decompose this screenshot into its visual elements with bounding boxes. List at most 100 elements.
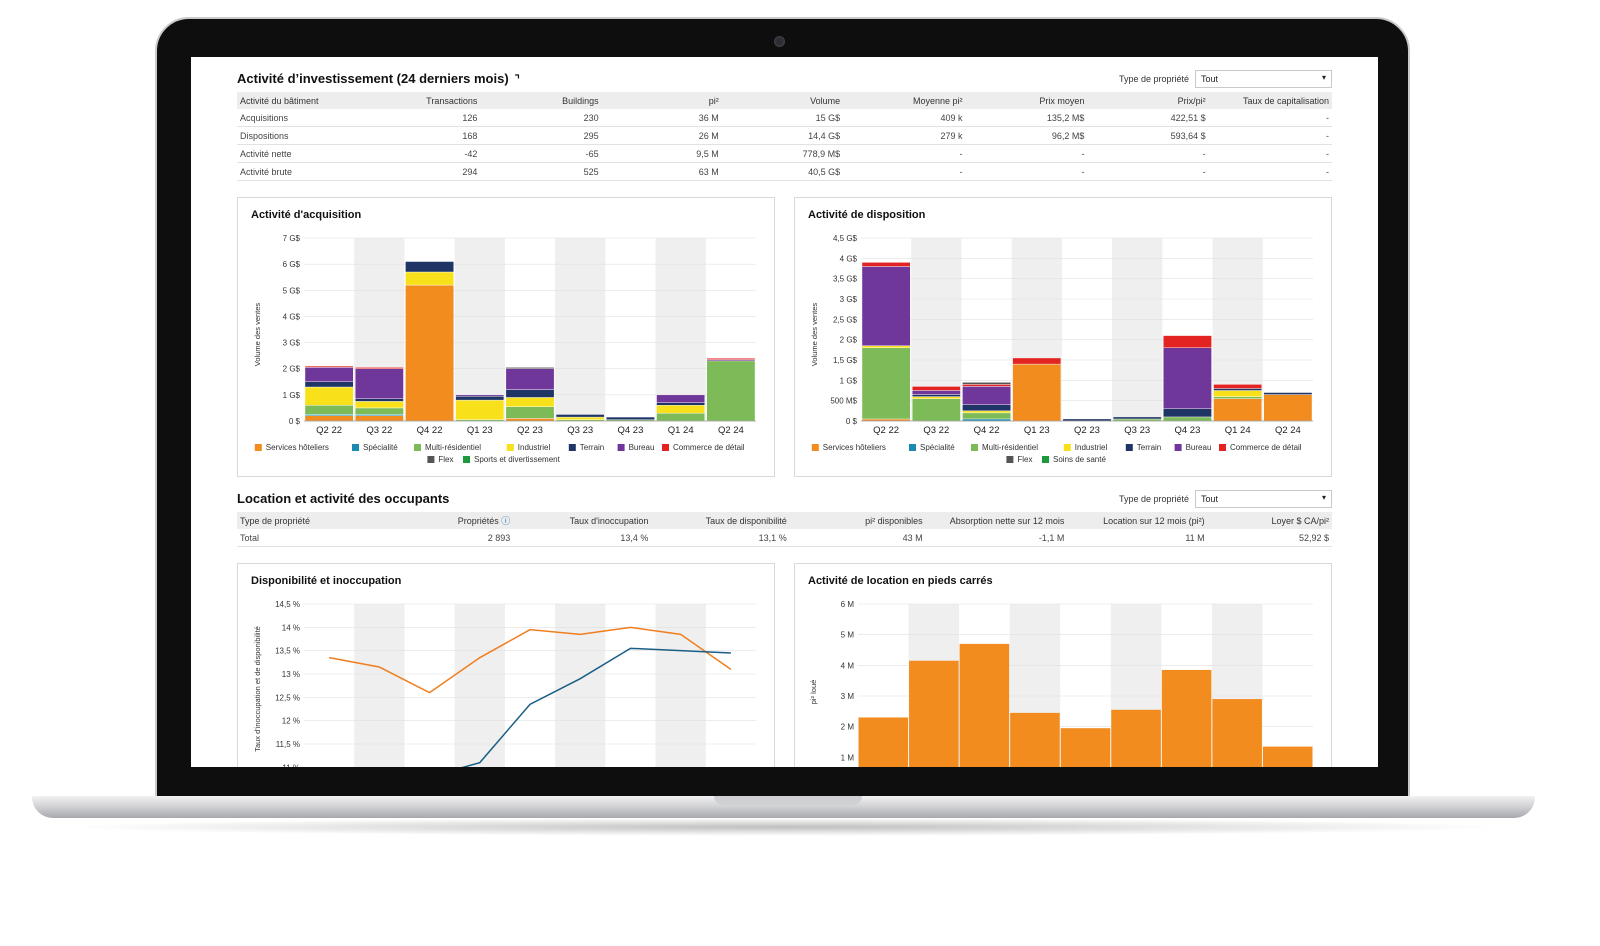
investment-cell: 294 — [387, 162, 481, 181]
bar-segment — [304, 415, 354, 422]
legend-label: Bureau — [629, 443, 655, 452]
leasing-col-header[interactable]: Taux d'inoccupation — [513, 512, 652, 529]
laptop-notch — [714, 796, 862, 805]
x-tick-label: Q3 22 — [366, 425, 392, 436]
leasing-row[interactable]: Total 2 893 13,4 % 13,1 % 43 M -1,1 M 11 M 52,9… — [237, 529, 1332, 547]
investment-col-header[interactable]: pi² — [601, 92, 722, 109]
investment-col-header[interactable]: Volume — [721, 92, 844, 109]
investment-table: Activité du bâtiment Transactions Building… — [237, 92, 1332, 181]
investment-cell: - — [1208, 144, 1332, 163]
bar-segment — [912, 394, 961, 397]
investment-cell: - — [1208, 162, 1332, 181]
bar-segment — [656, 412, 705, 422]
investment-row[interactable]: Activité nette -42 -65 9,5 M 778,9 M$ - - - - — [237, 144, 1332, 163]
chart-band — [1112, 238, 1163, 421]
series-line — [328, 626, 732, 694]
y-tick-label: 3 G$ — [840, 295, 858, 304]
investment-col-header[interactable]: Taux de capitalisation — [1208, 92, 1332, 109]
legend-swatch — [1174, 444, 1182, 451]
leasing-col-header[interactable]: Taux de disponibilité — [651, 512, 790, 529]
investment-select-value: Tout — [1201, 74, 1219, 84]
legend-swatch — [506, 444, 514, 451]
leasing-sf-card: Activité de location en pieds carrés 1 M… — [794, 563, 1332, 767]
lease-bar — [1060, 728, 1111, 767]
investment-col-header[interactable]: Activité du bâtiment — [237, 92, 388, 109]
chart-band — [454, 604, 505, 767]
legend-label: Services hôteliers — [823, 443, 886, 452]
y-tick-label: 1,5 G$ — [833, 356, 858, 365]
investment-property-select[interactable]: Tout ▾ — [1195, 70, 1332, 88]
chart-band — [555, 238, 606, 421]
investment-cell: - — [1087, 162, 1209, 181]
investment-row[interactable]: Acquisitions 126 230 36 M 15 G$ 409 k 135,2 M$… — [237, 109, 1332, 127]
leasing-col-header[interactable]: Loyer $ CA/pi² — [1207, 512, 1332, 529]
legend-swatch — [568, 444, 576, 451]
x-tick-label: Q4 23 — [617, 425, 643, 436]
series-line — [461, 647, 731, 767]
bar-segment — [505, 389, 555, 398]
y-tick-label: 7 G$ — [283, 234, 301, 243]
investment-col-header[interactable]: Transactions — [387, 92, 481, 109]
corner-up-right-icon[interactable]: ⌝ — [514, 74, 520, 86]
legend-label: Industriel — [1075, 443, 1108, 452]
investment-cell: Activité brute — [237, 162, 388, 181]
y-tick-label: 6 G$ — [283, 260, 301, 269]
legend-label: Services hôteliers — [266, 443, 329, 452]
investment-cell: - — [1208, 109, 1332, 127]
bar-segment — [355, 401, 404, 409]
investment-cell: -42 — [387, 144, 481, 163]
bar-segment — [1263, 394, 1313, 422]
investment-col-header[interactable]: Buildings — [480, 92, 602, 109]
bar-segment — [1213, 396, 1262, 399]
y-tick-label: 2 M — [841, 723, 855, 732]
leasing-col-header[interactable]: Propriétés ⓘ — [412, 512, 514, 529]
investment-col-header[interactable]: Moyenne pi² — [843, 92, 966, 109]
acquisition-card: Activité d'acquisition 0 $ 1 G$ 2 G$ 3 G$ 4 … — [237, 197, 775, 477]
leasing-col-header[interactable]: Absorption nette sur 12 mois — [925, 512, 1068, 529]
lease-bar — [1161, 669, 1212, 767]
bar-segment — [861, 266, 911, 346]
investment-col-header[interactable]: Prix/pi² — [1087, 92, 1209, 109]
y-tick-label: 5 G$ — [283, 286, 301, 295]
bar-segment — [861, 347, 911, 420]
chart-band — [655, 238, 706, 421]
bar-segment — [304, 405, 354, 415]
y-tick-label: 14 % — [282, 623, 300, 632]
legend-label: Flex — [438, 455, 453, 464]
leasing-sf-chart: 1 M 2 M 3 M 4 M 5 M 6 M pi² loué — [809, 600, 1313, 767]
leasing-col-header[interactable]: Location sur 12 mois (pi²) — [1067, 512, 1208, 529]
leasing-property-select[interactable]: Tout ▾ — [1195, 490, 1332, 508]
leasing-select-value: Tout — [1201, 494, 1219, 504]
bar-segment — [912, 398, 961, 422]
investment-row[interactable]: Dispositions 168 295 26 M 14,4 G$ 279 k 96,2 M… — [237, 126, 1332, 145]
bar-segment — [355, 407, 404, 415]
chart-band — [454, 238, 505, 421]
x-tick-label: Q2 24 — [718, 425, 744, 436]
bar-segment — [304, 367, 354, 382]
lease-bar — [1010, 712, 1060, 767]
leasing-col-header[interactable]: pi² disponibles — [789, 512, 926, 529]
x-tick-label: Q4 22 — [974, 425, 1000, 436]
disposition-card: Activité de disposition 0 $ 500 M$ 1 G$ 1,5… — [794, 197, 1332, 477]
x-tick-label: Q3 23 — [567, 425, 593, 436]
investment-cell: 409 k — [843, 109, 966, 127]
y-axis-label: Taux d'inoccupation et de disponibilité — [253, 626, 262, 752]
y-tick-label: 3,5 G$ — [833, 275, 858, 284]
leasing-col-header[interactable]: Type de propriété — [237, 512, 413, 529]
y-tick-label: 12 % — [282, 717, 300, 726]
lease-bar — [858, 717, 909, 767]
y-tick-label: 11,5 % — [276, 740, 300, 749]
legend-swatch — [1219, 444, 1226, 451]
investment-cell: 422,51 $ — [1087, 109, 1209, 127]
investment-cell: - — [965, 144, 1088, 163]
bar-segment — [1012, 357, 1062, 365]
bar-segment — [706, 360, 756, 422]
info-icon[interactable]: ⓘ — [498, 516, 511, 526]
y-tick-label: 1 G$ — [840, 376, 858, 385]
investment-cell: 295 — [480, 126, 602, 145]
bar-segment — [505, 397, 555, 407]
bar-segment — [355, 398, 404, 402]
x-tick-label: Q1 24 — [668, 425, 694, 436]
investment-row[interactable]: Activité brute 294 525 63 M 40,5 G$ - - - - — [237, 162, 1332, 181]
investment-col-header[interactable]: Prix moyen — [965, 92, 1088, 109]
